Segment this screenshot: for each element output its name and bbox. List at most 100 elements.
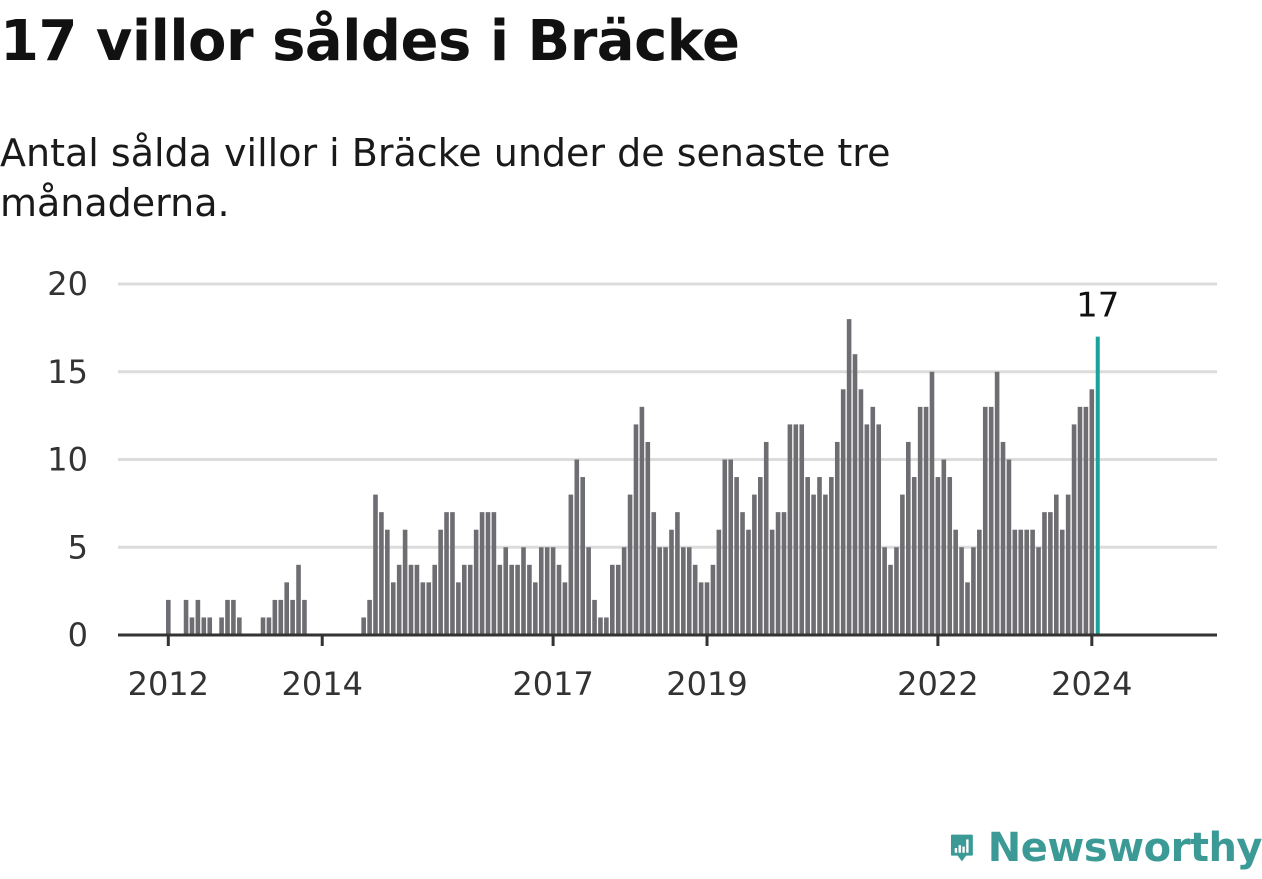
bar [1030, 529, 1035, 635]
bar-chart: 0 5 10 15 20 2012 2014 2017 2019 2022 2024 17 [47, 265, 1217, 703]
bar [533, 582, 538, 635]
bar [207, 617, 213, 635]
bar [438, 529, 443, 635]
bar [633, 424, 639, 635]
y-tick-label: 0 [68, 616, 88, 654]
bar [568, 494, 574, 635]
bar [698, 582, 704, 635]
bar [426, 582, 432, 635]
bar [829, 477, 834, 635]
bar [734, 477, 739, 635]
bar [414, 564, 420, 635]
bar [509, 564, 514, 635]
y-axis-ticks: 0 5 10 15 20 [47, 265, 88, 654]
bar [592, 599, 597, 635]
bar [189, 617, 195, 635]
bar [728, 459, 733, 635]
bar [432, 564, 437, 635]
bar [805, 477, 810, 635]
x-tick-label: 2017 [512, 665, 593, 703]
bar [769, 529, 775, 635]
bar [278, 599, 284, 635]
bar [917, 406, 923, 635]
bar [657, 547, 662, 635]
chart-subtitle: Antal sålda villor i Bräcke under de sen… [0, 131, 891, 225]
bar [787, 424, 793, 635]
bar [1024, 529, 1029, 635]
x-tick-label: 2014 [282, 665, 363, 703]
bar [1006, 459, 1012, 635]
bar [775, 512, 781, 635]
bar [858, 389, 864, 635]
bar [201, 617, 207, 635]
bar [876, 424, 881, 635]
bar [1042, 512, 1047, 635]
bar [900, 494, 905, 635]
bar [385, 529, 390, 635]
bar [183, 599, 189, 635]
page-title: 17 villor såldes i Bräcke [0, 9, 740, 74]
bar [290, 599, 295, 635]
bar [941, 459, 947, 635]
bar [746, 529, 751, 635]
bar [462, 564, 467, 635]
bar [284, 582, 289, 635]
bar [988, 406, 994, 635]
bar [1018, 529, 1024, 635]
bar [947, 477, 953, 635]
bar [556, 564, 562, 635]
bar [550, 547, 556, 635]
bar [923, 406, 929, 635]
bar [663, 547, 668, 635]
bar [562, 582, 568, 635]
bar [1065, 494, 1071, 635]
bar [225, 599, 230, 635]
bar [935, 477, 941, 635]
bar [763, 441, 769, 635]
bar [302, 599, 307, 635]
bar [639, 406, 645, 635]
y-tick-label: 20 [47, 265, 88, 303]
bar [977, 529, 982, 635]
bar [574, 459, 580, 635]
bar [929, 371, 935, 635]
chart-gridlines [118, 282, 1217, 549]
bar [1054, 494, 1059, 635]
bar [681, 547, 686, 635]
bar [396, 564, 402, 635]
newsworthy-logo-icon [950, 834, 973, 862]
chart-bars [166, 319, 1100, 635]
bar [710, 564, 716, 635]
bar [692, 564, 698, 635]
bar [959, 547, 964, 635]
bar [610, 564, 615, 635]
bar [645, 441, 651, 635]
newsworthy-brand: Newsworthy [950, 818, 1262, 878]
bar [823, 494, 828, 635]
bar [479, 512, 485, 635]
bar [231, 599, 236, 635]
bar [1083, 406, 1089, 635]
bar-highlight [1095, 336, 1100, 635]
bar [686, 547, 692, 635]
y-tick-label: 15 [47, 353, 88, 391]
bar [817, 477, 822, 635]
bar [444, 512, 449, 635]
bar [615, 564, 621, 635]
bar [166, 599, 171, 635]
bar [994, 371, 1000, 635]
bar [272, 599, 278, 635]
x-tick-label: 2019 [666, 665, 747, 703]
x-tick-label: 2022 [897, 665, 978, 703]
y-tick-label: 5 [68, 528, 88, 566]
chart-data-labels: 17 [1076, 286, 1119, 326]
bar [580, 477, 585, 635]
bar [675, 512, 680, 635]
bar [1059, 529, 1065, 635]
bar [1077, 406, 1083, 635]
bar [1071, 424, 1077, 635]
bar [1036, 547, 1041, 635]
bar [704, 582, 710, 635]
bar [781, 512, 787, 635]
y-tick-label: 10 [47, 441, 88, 479]
